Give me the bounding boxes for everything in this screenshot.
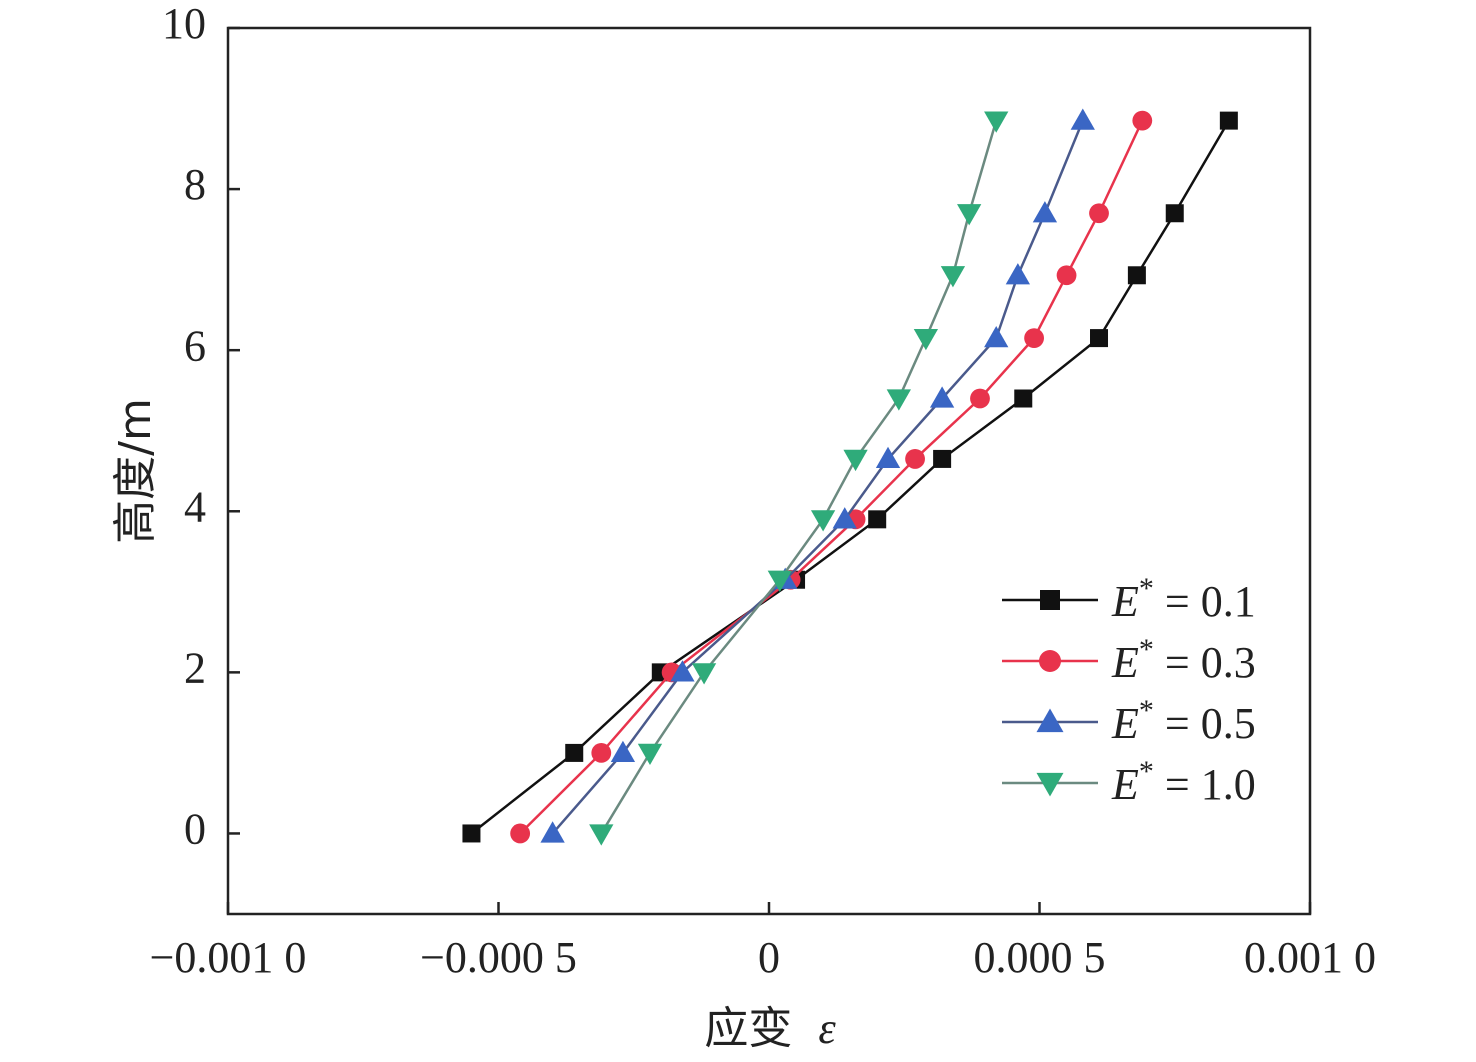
series-triangle-down — [589, 111, 1009, 846]
data-point — [1014, 389, 1033, 408]
data-point — [929, 386, 955, 408]
data-point — [670, 660, 695, 682]
y-tick-label: 0 — [184, 805, 206, 854]
legend-superscript: * — [1139, 633, 1154, 666]
series-triangle-up — [540, 108, 1095, 843]
x-tick-label: 0.001 0 — [1244, 933, 1376, 982]
legend-value: = 1.0 — [1154, 760, 1256, 809]
data-point — [1219, 111, 1238, 130]
legend-superscript: * — [1139, 572, 1154, 605]
x-tick-label: −0.001 0 — [150, 933, 307, 982]
data-point — [637, 743, 663, 766]
legend-item: E* = 1.0 — [1002, 755, 1256, 809]
x-tick-label: 0.000 5 — [974, 933, 1106, 982]
legend-marker — [1036, 772, 1064, 797]
data-point — [540, 821, 565, 843]
series-square — [462, 111, 1238, 843]
y-tick-label: 2 — [184, 643, 206, 692]
data-point — [591, 743, 612, 763]
legend-superscript: * — [1139, 755, 1154, 788]
data-point — [565, 743, 584, 762]
legend-label: E* = 1.0 — [1111, 755, 1256, 809]
legend-label: E* = 0.5 — [1111, 694, 1256, 748]
x-tick-label: −0.000 5 — [420, 933, 577, 982]
data-point — [1056, 265, 1077, 286]
data-point — [1024, 328, 1044, 348]
legend-marker — [1039, 650, 1061, 672]
data-point — [510, 823, 531, 844]
data-point — [832, 507, 857, 529]
data-point — [1165, 204, 1184, 223]
data-point — [984, 111, 1009, 133]
legend-value: = 0.3 — [1154, 638, 1256, 687]
x-tick-label: 0 — [758, 933, 780, 982]
x-axis-label-text: 应变 — [704, 1003, 792, 1054]
series-line — [551, 120, 1084, 835]
data-point — [1127, 266, 1146, 285]
x-axis-label-symbol: ε — [818, 1004, 836, 1053]
series-line — [600, 120, 998, 835]
legend-item: E* = 0.3 — [1002, 633, 1256, 687]
legend-item: E* = 0.5 — [1002, 694, 1256, 748]
legend-symbol: E — [1111, 638, 1139, 687]
y-tick-label: 4 — [184, 482, 206, 531]
data-point — [767, 570, 792, 592]
legend-marker — [1036, 708, 1064, 733]
data-point — [933, 449, 952, 468]
x-axis: −0.001 0 −0.000 5 0 0.000 5 0.001 0 — [150, 902, 1376, 982]
legend-symbol: E — [1111, 760, 1139, 809]
data-point — [1005, 263, 1031, 285]
data-point — [1032, 201, 1058, 223]
data-point — [810, 510, 836, 532]
legend-symbol: E — [1111, 699, 1139, 748]
legend: E* = 0.1E* = 0.3E* = 0.5E* = 1.0 — [1002, 572, 1256, 809]
y-axis: 0 2 4 6 8 10 — [162, 0, 240, 854]
y-tick-label: 8 — [184, 160, 206, 209]
data-point — [1132, 110, 1153, 131]
data-point — [610, 740, 636, 763]
legend-value: = 0.5 — [1154, 699, 1256, 748]
data-point — [886, 389, 911, 411]
data-point — [905, 449, 925, 469]
series-layer — [462, 108, 1238, 846]
y-axis-label: 高度/m — [110, 398, 161, 544]
data-point — [1089, 203, 1109, 224]
y-tick-label: 6 — [184, 321, 206, 370]
series-circle — [510, 110, 1153, 844]
data-point — [875, 446, 901, 469]
data-point — [462, 824, 481, 843]
legend-superscript: * — [1139, 694, 1154, 727]
legend-value: = 0.1 — [1154, 577, 1256, 626]
data-point — [940, 266, 966, 288]
data-point — [843, 449, 868, 472]
x-axis-label: 应变 ε — [704, 1003, 836, 1054]
data-point — [691, 663, 717, 685]
data-point — [913, 328, 939, 351]
data-point — [1090, 329, 1109, 348]
data-point — [970, 388, 990, 409]
legend-label: E* = 0.3 — [1111, 633, 1256, 687]
legend-symbol: E — [1111, 577, 1139, 626]
data-point — [589, 824, 614, 846]
data-point — [868, 510, 887, 529]
data-point — [957, 204, 982, 226]
legend-marker — [1040, 590, 1060, 610]
data-point — [984, 325, 1009, 348]
data-point — [1070, 108, 1095, 130]
legend-label: E* = 0.1 — [1111, 572, 1256, 626]
y-tick-label: 10 — [162, 0, 206, 48]
legend-item: E* = 0.1 — [1002, 572, 1256, 626]
